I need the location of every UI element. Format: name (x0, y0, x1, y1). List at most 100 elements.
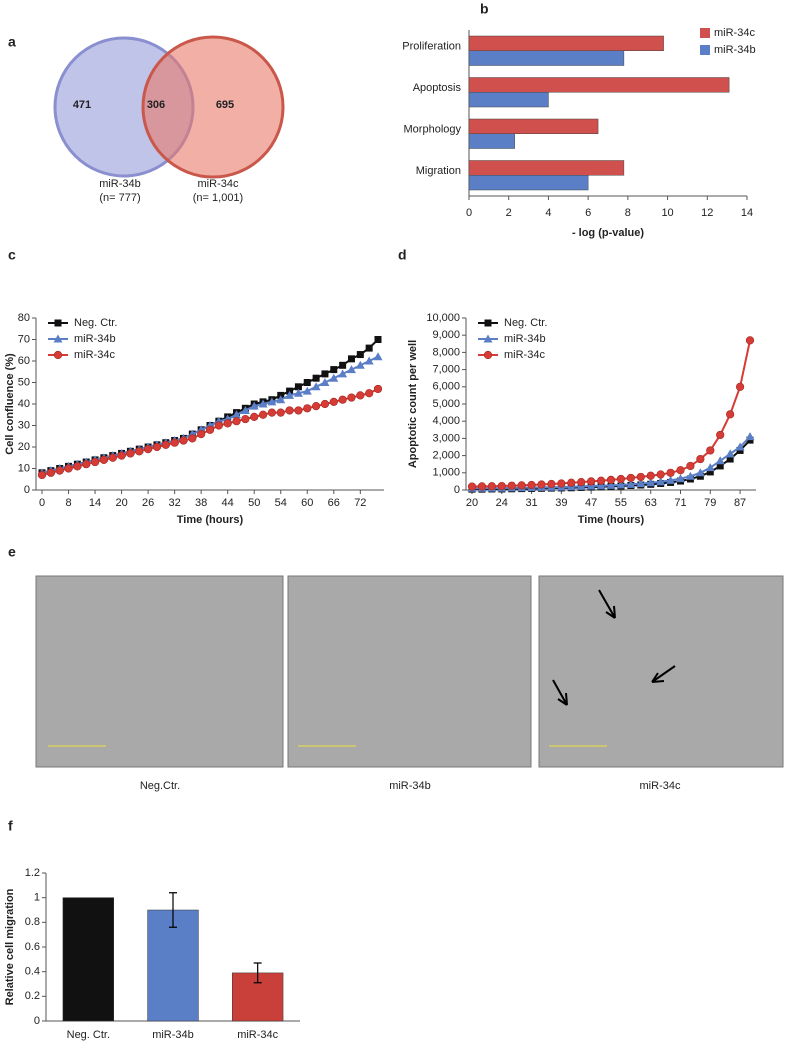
marker (293, 388, 303, 397)
marker (303, 404, 312, 413)
venn-label: (n= 777) (99, 192, 140, 204)
x-tick-label: miR-34b (152, 1029, 194, 1041)
x-tick-label: 14 (89, 497, 101, 509)
legend-label: miR-34c (714, 27, 755, 39)
x-tick-label: 10 (661, 207, 673, 219)
marker (467, 482, 477, 491)
marker (616, 474, 626, 484)
legend-label: miR-34c (74, 349, 115, 361)
y-tick-label: 0.4 (25, 966, 40, 978)
panel-letter: c (8, 247, 16, 263)
micrograph (287, 575, 532, 768)
legend-label: miR-34b (714, 44, 756, 56)
marker (477, 482, 487, 491)
marker (726, 455, 734, 463)
marker (745, 336, 755, 345)
y-tick-label: 30 (18, 419, 30, 431)
micrograph (35, 575, 284, 768)
marker (46, 468, 55, 477)
marker (685, 471, 695, 480)
x-tick-label: 6 (585, 207, 591, 219)
marker (656, 470, 665, 479)
y-tick-label: 70 (18, 333, 30, 345)
y-tick-label: 1 (34, 892, 40, 904)
bar (468, 92, 549, 108)
marker (365, 389, 374, 398)
marker (666, 475, 676, 484)
marker (586, 481, 596, 490)
category-label: Morphology (404, 124, 462, 136)
x-tick-label: 55 (615, 497, 627, 509)
x-tick-label: Neg. Ctr. (67, 1029, 110, 1041)
marker (666, 468, 675, 477)
y-tick-label: 5,000 (432, 398, 460, 410)
y-tick-label: 40 (18, 398, 30, 410)
marker (517, 481, 526, 490)
x-tick-label: 2 (506, 207, 512, 219)
marker (507, 481, 516, 490)
marker (745, 432, 755, 441)
y-tick-label: 10 (18, 462, 30, 474)
x-tick-label: 31 (525, 497, 537, 509)
y-axis-label: Relative cell migration (4, 888, 16, 1005)
category-label: Apoptosis (413, 82, 462, 94)
marker (686, 461, 695, 471)
marker (241, 414, 250, 424)
marker (365, 344, 373, 352)
marker (338, 369, 348, 378)
marker (487, 482, 496, 491)
x-tick-label: 12 (701, 207, 713, 219)
x-tick-label: 87 (734, 497, 746, 509)
marker (364, 356, 374, 365)
marker (715, 456, 725, 465)
legend-label: miR-34c (504, 349, 545, 361)
y-tick-label: 1.2 (25, 867, 40, 879)
x-tick-label: 20 (115, 497, 127, 509)
marker (99, 455, 108, 465)
y-tick-label: 9,000 (432, 329, 460, 341)
marker (135, 447, 144, 456)
panel-letter: e (8, 544, 16, 560)
venn-label: miR-34b (99, 178, 141, 190)
marker (338, 395, 347, 404)
marker (285, 390, 295, 399)
marker (606, 475, 616, 484)
x-tick-label: 44 (222, 497, 234, 509)
panel-letter: d (398, 247, 407, 263)
y-tick-label: 2,000 (432, 450, 460, 462)
legend-swatch (700, 45, 710, 55)
legend-label: Neg. Ctr. (504, 317, 547, 329)
marker (240, 405, 250, 414)
legend-label: miR-34b (74, 333, 116, 345)
image-caption: miR-34c (640, 780, 681, 792)
marker (223, 419, 232, 428)
marker (716, 430, 725, 440)
x-tick-label: 8 (65, 497, 71, 509)
y-tick-label: 8,000 (432, 346, 460, 358)
marker (656, 477, 666, 486)
marker (696, 454, 705, 464)
x-axis-label: - log (p-value) (572, 227, 644, 239)
marker (735, 442, 745, 451)
bar (468, 133, 515, 149)
marker (37, 470, 47, 480)
marker (294, 406, 303, 415)
marker (55, 466, 64, 475)
x-tick-label: 50 (248, 497, 260, 509)
marker (126, 449, 135, 458)
bar (468, 50, 625, 66)
marker (726, 410, 735, 419)
x-tick-label: 39 (555, 497, 567, 509)
marker (374, 336, 382, 343)
marker (626, 473, 635, 483)
marker (716, 462, 724, 470)
y-tick-label: 0.6 (25, 941, 40, 953)
x-tick-label: 72 (354, 497, 366, 509)
bar (468, 77, 730, 93)
x-tick-label: 47 (585, 497, 597, 509)
marker (346, 365, 356, 374)
marker (706, 446, 715, 455)
x-tick-label: 60 (301, 497, 313, 509)
y-tick-label: 7,000 (432, 364, 460, 376)
